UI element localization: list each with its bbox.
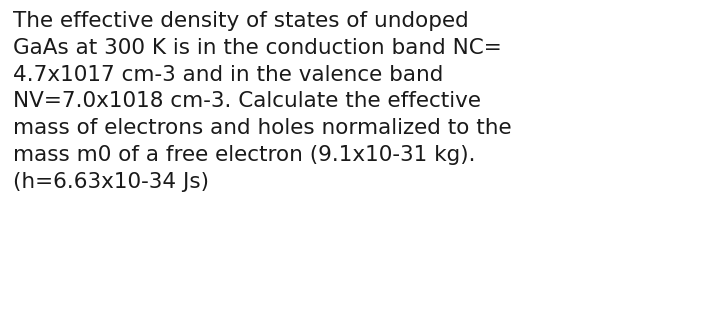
Text: The effective density of states of undoped
GaAs at 300 K is in the conduction ba: The effective density of states of undop… bbox=[13, 11, 512, 192]
